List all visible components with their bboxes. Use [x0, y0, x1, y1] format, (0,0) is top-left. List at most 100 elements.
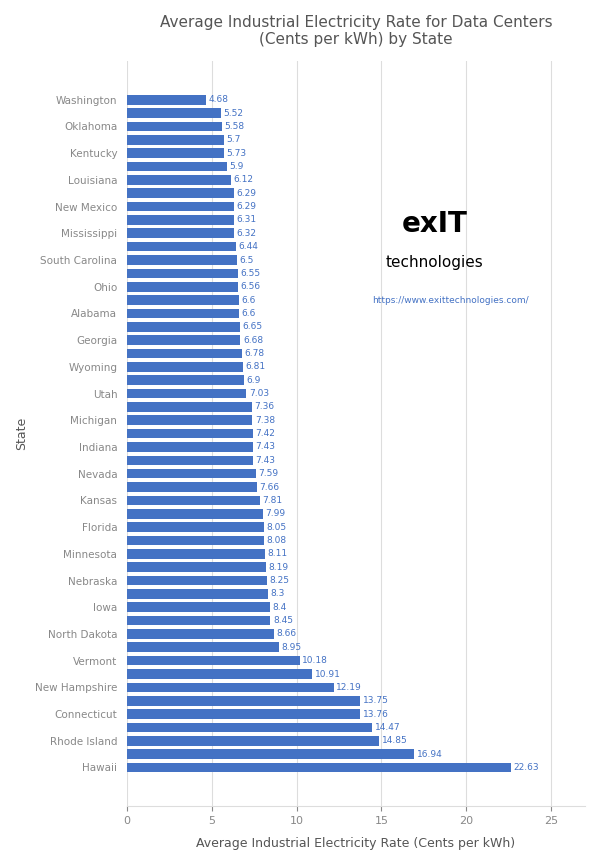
Text: 10.18: 10.18 — [302, 657, 328, 665]
Text: 6.6: 6.6 — [242, 296, 256, 304]
Text: 6.81: 6.81 — [245, 362, 265, 371]
Text: 6.32: 6.32 — [237, 228, 257, 238]
Bar — [127, 402, 252, 412]
Text: 7.59: 7.59 — [259, 469, 278, 478]
Text: 8.25: 8.25 — [269, 576, 290, 585]
Bar — [127, 349, 242, 358]
Bar — [127, 629, 274, 638]
Text: 6.5: 6.5 — [240, 255, 254, 265]
Bar — [127, 696, 360, 706]
Text: 7.42: 7.42 — [256, 429, 275, 438]
Text: 4.68: 4.68 — [209, 95, 229, 105]
Bar — [127, 95, 206, 105]
Bar — [127, 108, 221, 118]
Bar — [127, 656, 300, 665]
Text: 5.52: 5.52 — [223, 109, 243, 118]
Text: 7.43: 7.43 — [256, 456, 275, 465]
Text: 6.68: 6.68 — [243, 336, 263, 344]
Bar — [127, 509, 263, 518]
Title: Average Industrial Electricity Rate for Data Centers
(Cents per kWh) by State: Average Industrial Electricity Rate for … — [160, 15, 553, 48]
Bar — [127, 189, 234, 198]
Bar — [127, 709, 361, 719]
Bar — [127, 522, 263, 532]
Bar — [127, 749, 415, 759]
Text: 8.45: 8.45 — [273, 616, 293, 625]
X-axis label: Average Industrial Electricity Rate (Cents per kWh): Average Industrial Electricity Rate (Cen… — [196, 837, 515, 850]
Bar — [127, 415, 252, 425]
Bar — [127, 496, 260, 505]
Bar — [127, 456, 253, 465]
Text: 6.12: 6.12 — [233, 176, 253, 184]
Text: 6.78: 6.78 — [245, 349, 265, 358]
Text: 6.44: 6.44 — [239, 242, 259, 251]
Bar — [127, 602, 269, 612]
Bar — [127, 442, 253, 452]
Bar — [127, 282, 238, 292]
Bar — [127, 135, 224, 144]
Text: 8.95: 8.95 — [281, 643, 302, 652]
Bar — [127, 562, 266, 572]
Text: 6.31: 6.31 — [236, 215, 257, 224]
Text: 13.76: 13.76 — [363, 709, 389, 719]
Text: 5.58: 5.58 — [224, 122, 244, 131]
Bar — [127, 295, 239, 304]
Text: 8.08: 8.08 — [266, 536, 287, 545]
Bar — [127, 763, 511, 772]
Bar — [127, 362, 242, 372]
Bar — [127, 736, 379, 746]
Bar — [127, 722, 373, 733]
Bar — [127, 202, 234, 211]
Text: 10.91: 10.91 — [314, 670, 341, 678]
Bar — [127, 482, 257, 492]
Bar — [127, 429, 253, 439]
Bar — [127, 670, 312, 679]
Bar — [127, 549, 265, 559]
Text: 7.36: 7.36 — [254, 402, 275, 412]
Text: 16.94: 16.94 — [417, 750, 443, 759]
Y-axis label: State: State — [15, 417, 28, 451]
Bar — [127, 589, 268, 599]
Text: 7.03: 7.03 — [249, 389, 269, 398]
Text: 7.66: 7.66 — [260, 483, 280, 491]
Bar — [127, 375, 244, 385]
Text: 22.63: 22.63 — [514, 763, 539, 772]
Text: 8.66: 8.66 — [277, 630, 296, 638]
Text: 7.38: 7.38 — [255, 416, 275, 425]
Bar — [127, 268, 238, 279]
Bar — [127, 388, 246, 399]
Text: 6.6: 6.6 — [242, 309, 256, 318]
Bar — [127, 255, 237, 265]
Bar — [127, 162, 227, 171]
Text: 7.43: 7.43 — [256, 443, 275, 452]
Text: 6.9: 6.9 — [247, 375, 261, 385]
Bar — [127, 322, 240, 331]
Bar — [127, 576, 267, 586]
Bar — [127, 215, 234, 225]
Text: 6.29: 6.29 — [236, 189, 256, 198]
Text: https://www.exittechnologies.com/: https://www.exittechnologies.com/ — [372, 296, 529, 304]
Bar — [127, 228, 234, 238]
Bar — [127, 149, 224, 158]
Text: 14.85: 14.85 — [382, 736, 407, 746]
Bar — [127, 242, 236, 252]
Text: technologies: technologies — [386, 255, 484, 270]
Bar — [127, 643, 279, 652]
Text: 5.9: 5.9 — [230, 162, 244, 171]
Bar — [127, 535, 264, 545]
Text: 5.73: 5.73 — [227, 149, 247, 157]
Bar — [127, 122, 221, 131]
Bar — [127, 616, 271, 625]
Text: 6.56: 6.56 — [241, 282, 261, 292]
Bar — [127, 469, 256, 478]
Text: 13.75: 13.75 — [363, 696, 389, 705]
Text: 7.81: 7.81 — [262, 496, 282, 505]
Text: 8.05: 8.05 — [266, 522, 286, 532]
Text: exIT: exIT — [402, 210, 467, 238]
Text: 5.7: 5.7 — [226, 135, 241, 144]
Bar — [127, 336, 241, 345]
Text: 6.29: 6.29 — [236, 202, 256, 211]
Text: 14.47: 14.47 — [375, 723, 401, 732]
Text: 7.99: 7.99 — [265, 509, 285, 518]
Text: 6.55: 6.55 — [241, 269, 261, 278]
Text: 12.19: 12.19 — [337, 682, 362, 692]
